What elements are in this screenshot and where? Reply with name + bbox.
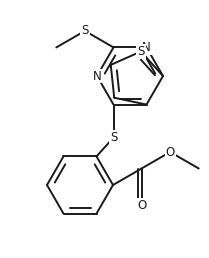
Text: N: N (142, 41, 151, 54)
Text: O: O (166, 146, 175, 158)
Text: O: O (137, 199, 146, 212)
Text: S: S (81, 25, 89, 37)
Text: S: S (110, 131, 117, 144)
Text: S: S (137, 45, 145, 58)
Text: N: N (93, 69, 101, 83)
